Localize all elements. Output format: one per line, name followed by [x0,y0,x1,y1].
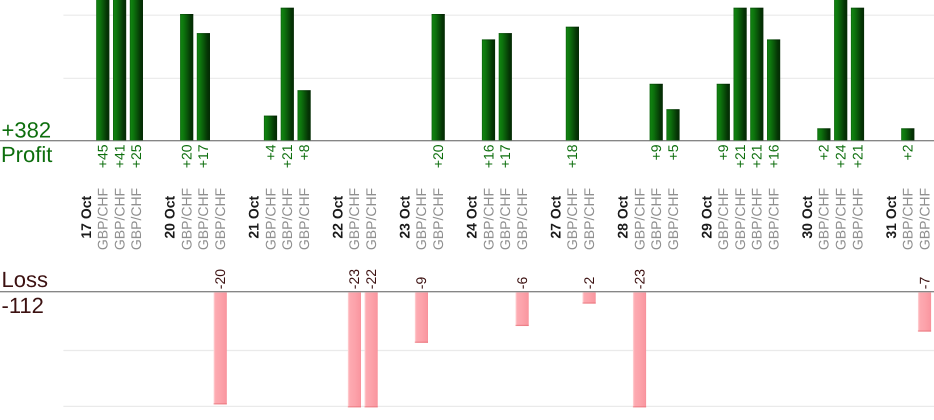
svg-text:17 Oct: 17 Oct [78,195,94,238]
svg-text:GBP/CHF: GBP/CHF [765,188,781,250]
svg-text:GBP/CHF: GBP/CHF [648,188,664,250]
svg-text:GBP/CHF: GBP/CHF [900,188,916,250]
svg-text:-2: -2 [581,277,597,290]
svg-text:28 Oct: 28 Oct [615,195,631,238]
svg-text:+20: +20 [430,144,446,168]
svg-text:GBP/CHF: GBP/CHF [816,188,832,250]
svg-text:GBP/CHF: GBP/CHF [346,188,362,250]
svg-text:20 Oct: 20 Oct [162,195,178,238]
svg-text:+20: +20 [179,144,195,168]
svg-text:27 Oct: 27 Oct [547,195,563,238]
svg-text:+21: +21 [849,144,865,168]
svg-text:GBP/CHF: GBP/CHF [195,188,211,250]
svg-text:31 Oct: 31 Oct [883,195,899,238]
svg-text:29 Oct: 29 Oct [698,195,714,238]
svg-text:+2: +2 [900,144,916,160]
svg-text:GBP/CHF: GBP/CHF [111,188,127,250]
svg-text:-22: -22 [363,269,379,289]
svg-text:GBP/CHF: GBP/CHF [564,188,580,250]
svg-text:-23: -23 [346,269,362,289]
svg-text:GBP/CHF: GBP/CHF [749,188,765,250]
svg-text:+2: +2 [816,144,832,160]
svg-text:+45: +45 [95,144,111,168]
svg-text:GBP/CHF: GBP/CHF [95,188,111,250]
svg-text:GBP/CHF: GBP/CHF [833,188,849,250]
svg-text:23 Oct: 23 Oct [397,195,413,238]
svg-text:GBP/CHF: GBP/CHF [631,188,647,250]
svg-text:+17: +17 [195,144,211,168]
svg-text:Loss: Loss [2,267,48,292]
svg-text:Profit: Profit [1,142,52,167]
svg-text:+17: +17 [497,144,513,168]
svg-text:GBP/CHF: GBP/CHF [430,188,446,250]
svg-text:+16: +16 [765,144,781,168]
svg-text:-6: -6 [514,277,530,290]
svg-text:GBP/CHF: GBP/CHF [212,188,228,250]
svg-text:GBP/CHF: GBP/CHF [916,188,932,250]
svg-text:-20: -20 [212,269,228,289]
svg-text:GBP/CHF: GBP/CHF [514,188,530,250]
svg-text:GBP/CHF: GBP/CHF [296,188,312,250]
svg-text:GBP/CHF: GBP/CHF [665,188,681,250]
svg-text:22 Oct: 22 Oct [329,195,345,238]
svg-text:GBP/CHF: GBP/CHF [849,188,865,250]
svg-text:+21: +21 [749,144,765,168]
svg-text:GBP/CHF: GBP/CHF [497,188,513,250]
svg-text:GBP/CHF: GBP/CHF [279,188,295,250]
svg-text:-7: -7 [916,277,932,290]
svg-text:GBP/CHF: GBP/CHF [732,188,748,250]
svg-text:GBP/CHF: GBP/CHF [262,188,278,250]
svg-text:+9: +9 [715,144,731,160]
svg-text:GBP/CHF: GBP/CHF [581,188,597,250]
svg-text:GBP/CHF: GBP/CHF [413,188,429,250]
svg-text:GBP/CHF: GBP/CHF [715,188,731,250]
svg-text:GBP/CHF: GBP/CHF [480,188,496,250]
svg-text:-112: -112 [2,293,44,318]
svg-text:+25: +25 [128,144,144,168]
svg-text:+18: +18 [564,144,580,168]
svg-text:21 Oct: 21 Oct [246,195,262,238]
svg-text:+5: +5 [665,144,681,160]
svg-text:+24: +24 [833,144,849,168]
svg-text:30 Oct: 30 Oct [799,195,815,238]
svg-text:GBP/CHF: GBP/CHF [128,188,144,250]
svg-text:-9: -9 [413,277,429,290]
svg-text:+41: +41 [111,144,127,168]
svg-text:GBP/CHF: GBP/CHF [179,188,195,250]
svg-text:+8: +8 [296,144,312,160]
svg-text:24 Oct: 24 Oct [464,195,480,238]
svg-text:-23: -23 [631,269,647,289]
svg-text:+16: +16 [480,144,496,168]
svg-text:+4: +4 [262,144,278,160]
svg-text:+21: +21 [732,144,748,168]
svg-text:+21: +21 [279,144,295,168]
svg-text:+9: +9 [648,144,664,160]
svg-text:+382: +382 [2,117,52,142]
svg-text:GBP/CHF: GBP/CHF [363,188,379,250]
